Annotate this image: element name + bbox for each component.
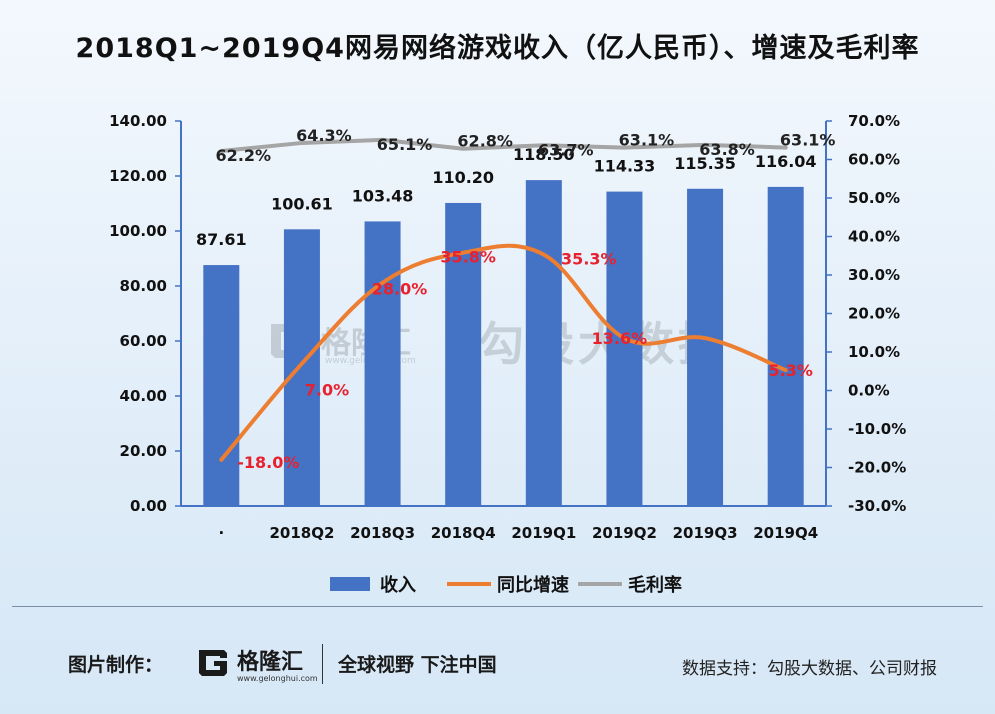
y-right-tick-label: 20.0% bbox=[848, 305, 900, 323]
growth-data-label: 28.0% bbox=[372, 280, 428, 299]
y-right-tick-label: 60.0% bbox=[848, 151, 900, 169]
revenue-bar bbox=[283, 229, 320, 506]
margin-data-label: 62.2% bbox=[216, 146, 272, 165]
revenue-bar bbox=[203, 265, 240, 506]
revenue-data-label: 114.33 bbox=[594, 157, 656, 176]
revenue-data-label: 118.50 bbox=[513, 145, 575, 164]
margin-data-label: 64.3% bbox=[296, 126, 352, 145]
watermark-text: 勾股大数据 bbox=[478, 317, 728, 371]
x-tick-label: 2018Q4 bbox=[431, 524, 496, 542]
growth-line bbox=[219, 243, 788, 462]
y-left-tick-label: 140.00 bbox=[109, 112, 167, 130]
chart-title: 2018Q1~2019Q4网易网络游戏收入（亿人民币）、增速及毛利率 bbox=[75, 33, 920, 64]
footer-separator bbox=[322, 644, 323, 684]
growth-data-label: 35.8% bbox=[440, 248, 496, 267]
x-tick-label: 2018Q3 bbox=[350, 524, 415, 542]
margin-data-label: 63.8% bbox=[699, 140, 755, 159]
growth-data-label: 5.3% bbox=[769, 361, 813, 380]
margin-data-label: 63.1% bbox=[780, 131, 836, 150]
logo-name: 格隆汇 bbox=[237, 650, 304, 675]
y-left-tick-label: 0.00 bbox=[130, 497, 167, 515]
margin-data-label: 63.7% bbox=[538, 140, 594, 159]
revenue-data-label: 103.48 bbox=[352, 186, 414, 205]
y-right-tick-label: -30.0% bbox=[848, 497, 906, 515]
gelonghui-logo-icon bbox=[199, 650, 227, 676]
x-tick-label: 2019Q4 bbox=[753, 524, 818, 542]
combo-chart: 0.00 20.00 40.00 60.00 80.00 100.00 120.00 140.… bbox=[109, 112, 906, 596]
y-right-tick-label: 30.0% bbox=[848, 266, 900, 284]
data-source: 数据支持：勾股大数据、公司财报 bbox=[682, 659, 937, 679]
legend-label: 同比增速 bbox=[497, 574, 569, 596]
x-tick-label: 2019Q3 bbox=[673, 524, 738, 542]
margin-data-label: 62.8% bbox=[457, 132, 513, 151]
y-left-tick-label: 60.00 bbox=[120, 332, 167, 350]
y-left-tick-label: 40.00 bbox=[120, 387, 167, 405]
footer-divider bbox=[12, 606, 983, 607]
x-tick-label: · bbox=[218, 524, 224, 542]
y-right-tick-label: 10.0% bbox=[848, 343, 900, 361]
revenue-data-label: 110.20 bbox=[432, 168, 494, 187]
y-right-tick-label: -10.0% bbox=[848, 420, 906, 438]
y-right-tick-label: 70.0% bbox=[848, 112, 900, 130]
revenue-bar bbox=[364, 221, 401, 506]
growth-data-label: 13.6% bbox=[592, 329, 648, 348]
y-right-tick-label: 40.0% bbox=[848, 228, 900, 246]
y-right-tick-label: -20.0% bbox=[848, 459, 906, 477]
growth-data-label: 7.0% bbox=[305, 381, 349, 400]
legend-label: 毛利率 bbox=[628, 574, 682, 596]
made-by-label: 图片制作： bbox=[68, 654, 164, 676]
y-right-tick-label: 50.0% bbox=[848, 189, 900, 207]
legend-swatch-revenue bbox=[330, 577, 370, 591]
revenue-bar bbox=[606, 191, 643, 506]
growth-data-label: -18.0% bbox=[237, 453, 299, 472]
margin-data-label: 65.1% bbox=[377, 135, 433, 154]
revenue-data-label: 100.61 bbox=[271, 194, 333, 213]
y-left-tick-label: 80.00 bbox=[120, 277, 167, 295]
revenue-bar bbox=[525, 180, 562, 506]
y-right-tick-label: 0.0% bbox=[848, 382, 890, 400]
x-tick-label: 2018Q2 bbox=[269, 524, 334, 542]
revenue-bar bbox=[687, 188, 724, 506]
slogan: 全球视野 下注中国 bbox=[338, 654, 497, 676]
x-tick-label: 2019Q2 bbox=[592, 524, 657, 542]
revenue-bar bbox=[767, 186, 804, 506]
legend-label: 收入 bbox=[380, 574, 416, 596]
revenue-data-label: 87.61 bbox=[196, 230, 247, 249]
growth-data-label: 35.3% bbox=[561, 250, 617, 269]
revenue-data-label: 115.35 bbox=[674, 154, 736, 173]
logo-url: www.gelonghui.com bbox=[237, 674, 318, 683]
y-left-tick-label: 100.00 bbox=[109, 222, 167, 240]
margin-data-label: 63.1% bbox=[619, 131, 675, 150]
y-left-tick-label: 20.00 bbox=[120, 442, 167, 460]
y-left-tick-label: 120.00 bbox=[109, 167, 167, 185]
revenue-data-label: 116.04 bbox=[755, 152, 817, 171]
x-tick-label: 2019Q1 bbox=[511, 524, 576, 542]
margin-line bbox=[219, 137, 788, 154]
